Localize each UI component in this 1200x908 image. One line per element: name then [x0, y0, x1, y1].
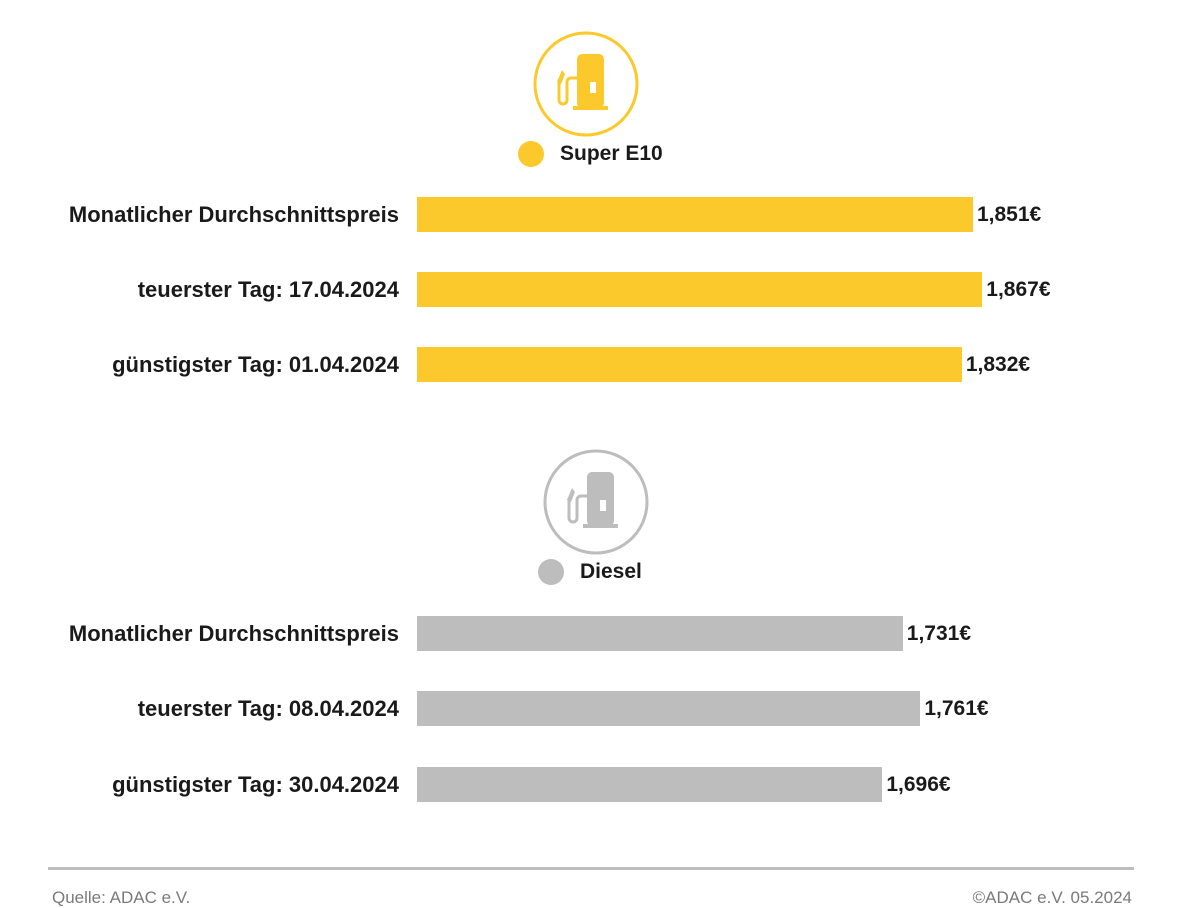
bar-row: Monatlicher Durchschnittspreis 1,851€ [0, 197, 1200, 233]
legend-diesel: Diesel [538, 559, 642, 585]
category-label: Monatlicher Durchschnittspreis [68, 202, 399, 227]
legend-label: Super E10 [560, 142, 663, 165]
value-label: 1,761€ [924, 697, 989, 720]
bar [417, 347, 962, 382]
category-label: günstigster Tag: 30.04.2024 [112, 772, 399, 797]
bar [417, 691, 921, 726]
bar-row: teuerster Tag: 17.04.2024 1,867€ [0, 272, 1200, 308]
bar-row: teuerster Tag: 08.04.2024 1,761€ [0, 691, 1200, 727]
legend-dot [538, 559, 564, 585]
legend-dot [518, 141, 544, 167]
legend-label: Diesel [580, 560, 642, 583]
bar-row: günstigster Tag: 01.04.2024 1,832€ [0, 347, 1200, 383]
source-note: Quelle: ADAC e.V. [52, 888, 191, 907]
value-label: 1,731€ [906, 622, 972, 645]
bar [417, 767, 883, 802]
value-label: 1,696€ [886, 773, 951, 796]
value-label: 1,832€ [965, 353, 1031, 376]
copyright-note: ©ADAC e.V. 05.2024 [972, 888, 1132, 907]
value-label: 1,867€ [986, 278, 1051, 301]
bar-row: Monatlicher Durchschnittspreis 1,731€ [0, 616, 1200, 652]
category-label: günstigster Tag: 01.04.2024 [112, 352, 399, 377]
bar [417, 272, 983, 307]
category-label: teuerster Tag: 17.04.2024 [137, 277, 399, 302]
bar-row: günstigster Tag: 30.04.2024 1,696€ [0, 767, 1200, 803]
divider [48, 867, 1134, 870]
value-label: 1,851€ [976, 203, 1042, 226]
fuel-pump-icon [543, 449, 649, 555]
legend-super-e10: Super E10 [518, 141, 663, 167]
category-label: Monatlicher Durchschnittspreis [68, 621, 399, 646]
bar [417, 197, 973, 232]
fuel-pump-icon [533, 31, 639, 137]
category-label: teuerster Tag: 08.04.2024 [137, 696, 399, 721]
bar [417, 616, 903, 651]
